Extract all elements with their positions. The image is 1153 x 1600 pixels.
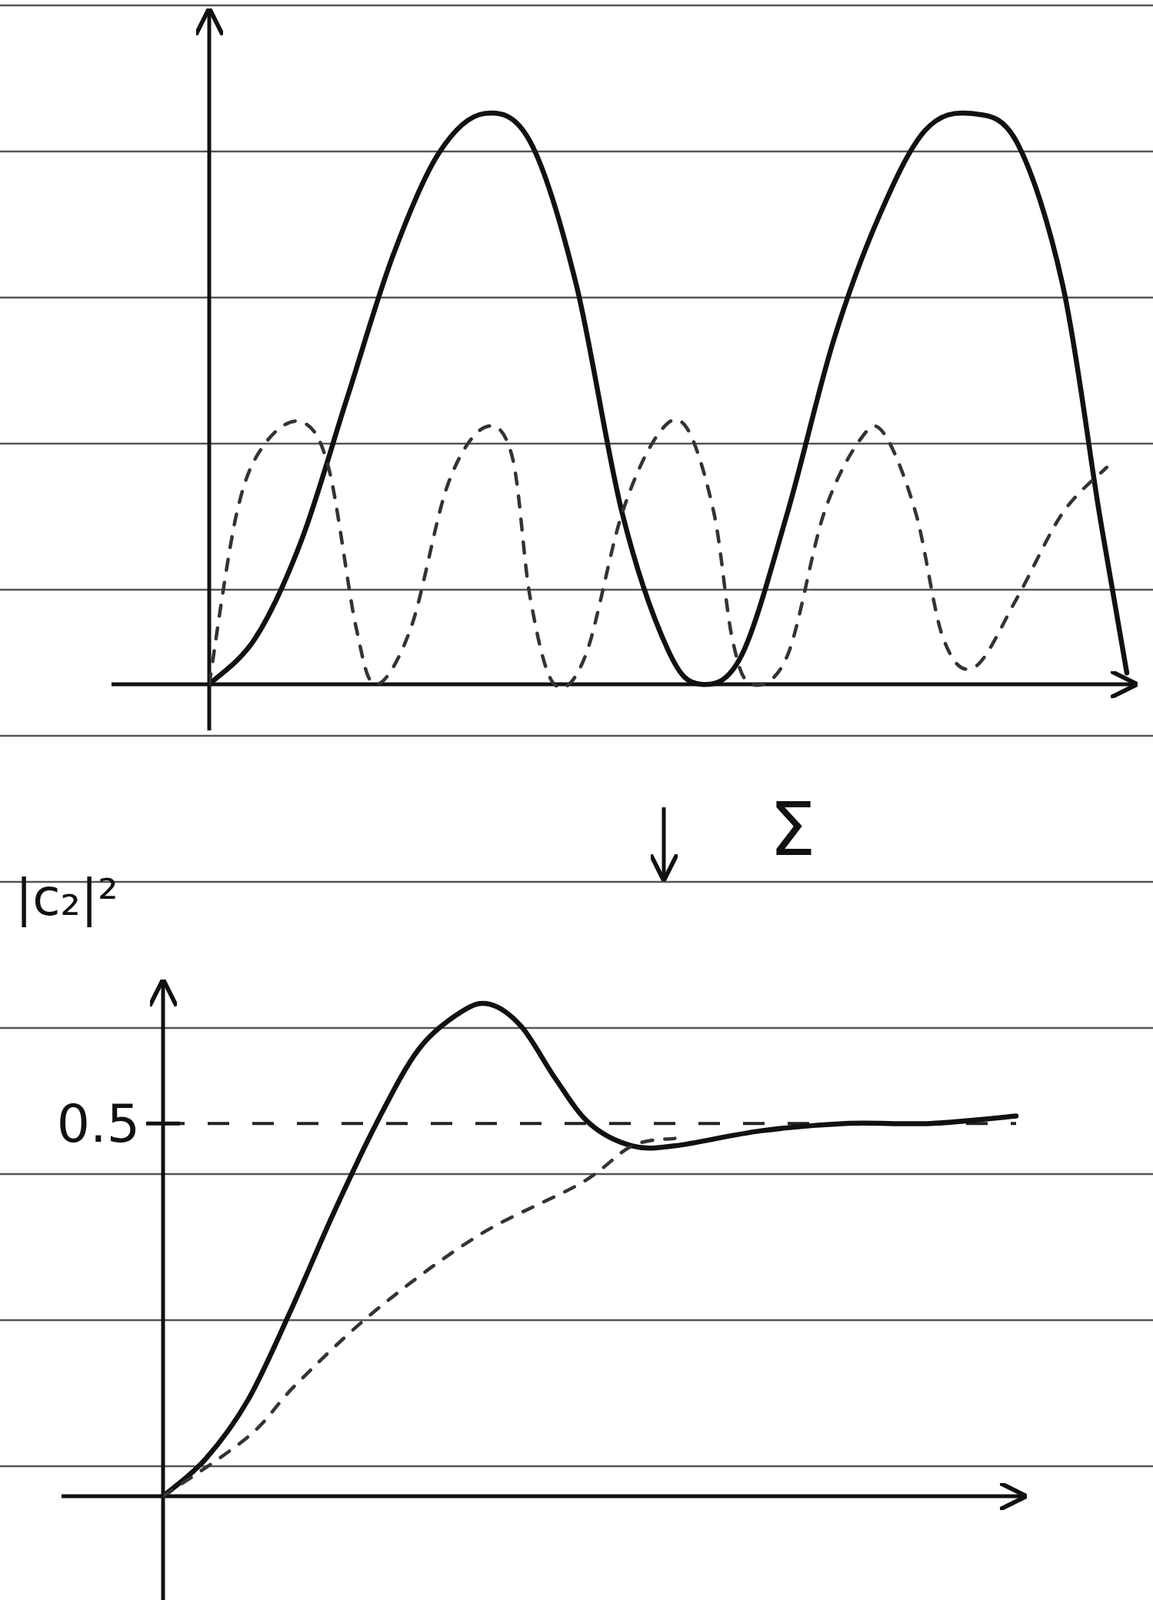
paper-line [0,1319,1153,1323]
chart [111,10,1135,731]
y-axis [207,10,212,731]
paper-line [0,735,1153,738]
paper-line [0,296,1153,300]
paper-line [0,881,1153,884]
data-area [209,113,1127,688]
annotation: Σ [769,786,817,874]
series-line [209,419,1107,688]
annotation-arrow [662,807,667,879]
paper-line [0,443,1153,446]
series-line [163,1003,1017,1497]
y-tick-label: 0.5 [56,1093,140,1155]
y-tick [146,1122,180,1127]
y-axis [161,982,166,1600]
paper-line [0,589,1153,592]
chart: 0.5 |c₂|² Σ [15,786,1024,1600]
paper-line [0,1173,1153,1177]
paper-line [0,1027,1153,1030]
paper-line [0,1466,1153,1469]
paper-line [0,4,1153,7]
data-area [163,1003,1017,1497]
y-axis-label: |c₂|² [15,868,119,928]
canvas: 0.5 |c₂|² Σ [0,0,1153,1600]
series-line [209,113,1127,685]
x-axis [61,1495,1024,1500]
series-line [163,1139,675,1497]
x-axis [111,683,1135,687]
paper-line [0,150,1153,154]
